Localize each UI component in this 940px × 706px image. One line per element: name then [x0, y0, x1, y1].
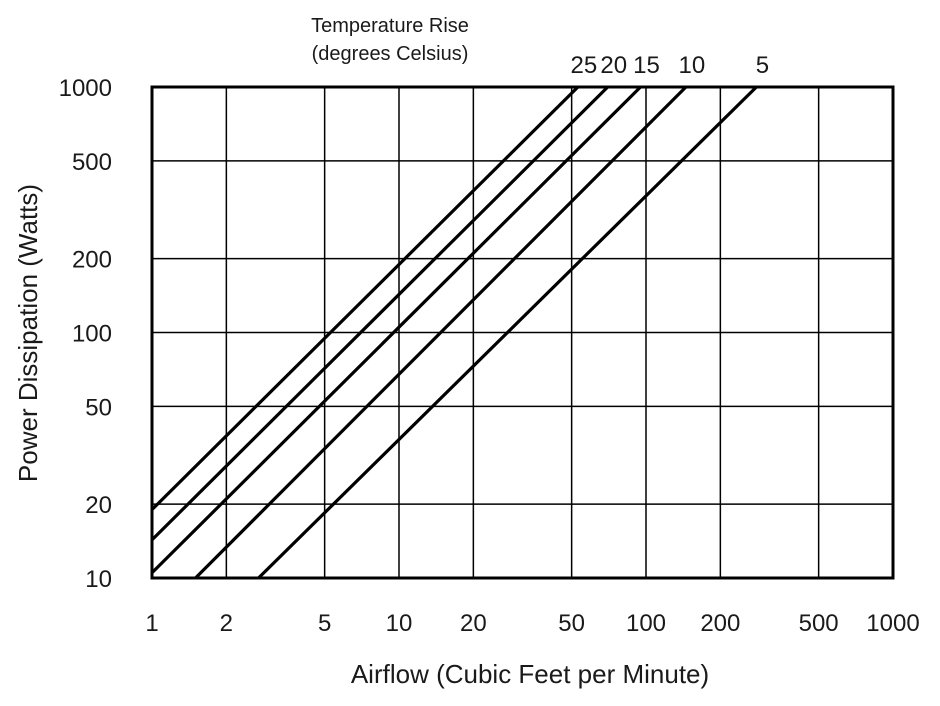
y-tick-label: 20	[85, 492, 112, 519]
plot-frame	[150, 85, 895, 580]
series-line-10	[194, 85, 688, 580]
y-tick-label: 100	[72, 321, 112, 348]
series-label-25: 25	[571, 52, 598, 79]
y-tick-label: 500	[72, 149, 112, 176]
series-line-15	[150, 85, 642, 574]
y-tick-label: 1000	[59, 75, 112, 102]
series-line-25	[150, 85, 580, 511]
grid-lines	[151, 86, 894, 579]
series-label-5: 5	[756, 52, 769, 79]
y-tick-labels: 10 20 50 100 200 500 1000	[59, 75, 112, 593]
y-tick-label: 50	[85, 394, 112, 421]
x-tick-label: 200	[700, 610, 740, 637]
x-tick-label: 5	[318, 610, 331, 637]
x-tick-label: 500	[799, 610, 839, 637]
legend-title-line1: Temperature Rise	[311, 15, 469, 37]
x-tick-label: 50	[558, 610, 585, 637]
x-tick-label: 1	[145, 610, 158, 637]
series-lines	[150, 85, 758, 580]
y-axis-title: Power Dissipation (Watts)	[13, 184, 43, 482]
series-label-20: 20	[600, 52, 627, 79]
series-labels: 25 20 15 10 5	[571, 52, 770, 79]
x-tick-labels: 1 2 5 10 20 50 100 200 500 1000	[145, 610, 919, 637]
series-label-10: 10	[679, 52, 706, 79]
series-line-5	[257, 85, 758, 580]
x-tick-label: 10	[386, 610, 413, 637]
x-tick-label: 1000	[866, 610, 919, 637]
legend-title-line2: (degrees Celsius)	[312, 43, 469, 65]
series-label-15: 15	[633, 52, 660, 79]
y-tick-label: 200	[72, 247, 112, 274]
x-axis-title: Airflow (Cubic Feet per Minute)	[351, 659, 709, 689]
x-tick-label: 100	[626, 610, 666, 637]
x-tick-label: 2	[220, 610, 233, 637]
x-tick-label: 20	[460, 610, 487, 637]
series-line-20	[150, 85, 609, 542]
y-tick-label: 10	[85, 566, 112, 593]
